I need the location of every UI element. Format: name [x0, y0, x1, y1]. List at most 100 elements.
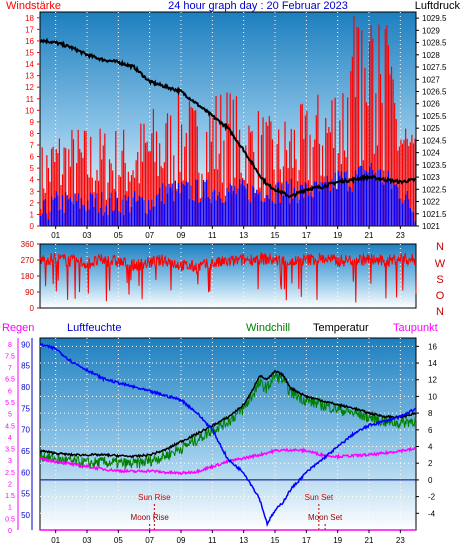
wind-speed-bar [97, 180, 100, 226]
x-tick-label: 05 [114, 536, 123, 545]
temperature-tick-label: 10 [428, 392, 437, 401]
wind-gust-bar [229, 183, 231, 226]
wind-gust-bar [403, 200, 405, 226]
wind-speed-bar [395, 118, 397, 226]
wind-speed-bar [392, 79, 394, 226]
wind-speed-bar [364, 67, 366, 226]
wind-gust-bar [50, 196, 53, 226]
pressure-tick-label: 1021 [422, 222, 440, 231]
wind-speed-bar [325, 117, 327, 226]
x-tick-label: 13 [239, 536, 248, 545]
wind-gust-bar [137, 200, 139, 226]
wind-gust-bar [143, 200, 145, 226]
wind-gust-bar [387, 170, 389, 226]
label-windchill: Windchill [246, 322, 290, 334]
pressure-tick-label: 1026 [422, 100, 440, 109]
wind-gust-bar [223, 202, 225, 226]
wind-speed-bar [115, 130, 117, 226]
wind-gust-bar [389, 181, 391, 226]
wind-speed-bar [190, 106, 192, 226]
wind-tick-label: 0 [30, 222, 35, 231]
wind-speed-bar [210, 141, 212, 226]
wind-speed-bar [54, 161, 56, 226]
wind-gust-bar [314, 181, 316, 226]
temperature-tick-label: 12 [428, 376, 437, 385]
wind-gust-bar [107, 215, 109, 226]
wind-speed-bar [411, 134, 413, 226]
wind-speed-bar [223, 140, 225, 226]
wind-gust-bar [228, 192, 230, 226]
wind-gust-bar [279, 202, 281, 226]
wind-tick-label: 6 [30, 153, 35, 162]
wind-speed-bar [83, 130, 86, 226]
wind-gust-bar [256, 190, 258, 226]
pressure-tick-label: 1026.5 [422, 87, 447, 96]
wind-tick-label: 13 [25, 72, 34, 81]
pressure-tick-label: 1029 [422, 26, 440, 35]
wind-gust-bar [204, 181, 206, 226]
wind-speed-bar [353, 16, 355, 227]
wind-gust-bar [94, 198, 97, 226]
wind-gust-bar [265, 195, 267, 226]
event-label: Moon Set [308, 513, 343, 522]
x-tick-label: 09 [177, 536, 186, 545]
wind-gust-bar [184, 185, 186, 226]
wind-gust-bar [264, 202, 266, 226]
wind-speed-bar [99, 128, 101, 226]
x-tick-label: 19 [333, 536, 342, 545]
wind-gust-bar [249, 202, 252, 226]
wind-speed-bar [226, 92, 228, 226]
wind-speed-bar [82, 157, 84, 226]
panel3-series [39, 342, 417, 531]
wind-gust-bar [284, 193, 286, 226]
x-tick-label: 07 [145, 231, 154, 240]
pressure-tick-label: 1023 [422, 173, 440, 182]
wind-speed-bar [228, 123, 230, 226]
wind-gust-bar [166, 193, 169, 226]
wind-gust-bar [54, 197, 56, 226]
wind-speed-bar [152, 109, 154, 226]
rain-tick-label: 0.5 [5, 516, 15, 523]
wind-gust-bar [83, 205, 86, 226]
humidity-tick-label: 65 [21, 447, 30, 456]
x-tick-label: 11 [208, 231, 217, 240]
wind-gust-bar [199, 202, 201, 226]
wind-speed-bar [271, 139, 274, 226]
wind-gust-bar [381, 182, 383, 226]
wind-gust-bar [392, 182, 394, 226]
wind-gust-bar [343, 172, 346, 226]
wind-gust-bar [140, 197, 142, 226]
wind-gust-bar [69, 197, 71, 226]
wind-tick-label: 11 [26, 95, 35, 104]
chart-title: 24 hour graph day : 20 Februar 2023 [168, 0, 348, 12]
wind-gust-bar [245, 188, 247, 226]
wind-speed-bar [408, 146, 410, 226]
wind-tick-label: 7 [30, 141, 35, 150]
wind-gust-bar [367, 172, 369, 226]
rain-tick-label: 6.5 [5, 377, 15, 384]
humidity-tick-label: 80 [21, 383, 30, 392]
wind-speed-bar [265, 121, 267, 226]
wind-speed-bar [148, 151, 150, 226]
wind-gust-bar [414, 221, 416, 226]
wind-gust-bar [345, 171, 347, 226]
wind-gust-bar [144, 213, 147, 226]
x-tick-label: 05 [114, 231, 123, 240]
wind-gust-bar [141, 196, 144, 226]
panel3-x-ticks: 01 03 05 07 09 11 13 15 17 19 21 23 [51, 530, 405, 545]
wind-tick-label: 17 [25, 25, 34, 34]
wind-gust-bar [188, 199, 191, 226]
rain-ticks: 0 0.5 1 1.5 2 2.5 3 3.5 4 4.5 5 5.5 6 6.5 7 7.5 8 [5, 338, 19, 535]
wind-gust-bar [177, 183, 180, 226]
wind-gust-bar [339, 175, 341, 226]
wind-gust-bar [301, 184, 303, 226]
wind-speed-bar [47, 167, 50, 226]
wind-gust-bar [76, 201, 78, 226]
wind-gust-bar [292, 198, 294, 226]
wind-speed-bar [60, 185, 62, 226]
x-tick-label: 23 [396, 231, 405, 240]
wind-speed-bar [248, 125, 250, 226]
panel2-series [39, 252, 417, 303]
wind-gust-bar [336, 189, 338, 226]
wind-speed-bar [165, 123, 167, 226]
